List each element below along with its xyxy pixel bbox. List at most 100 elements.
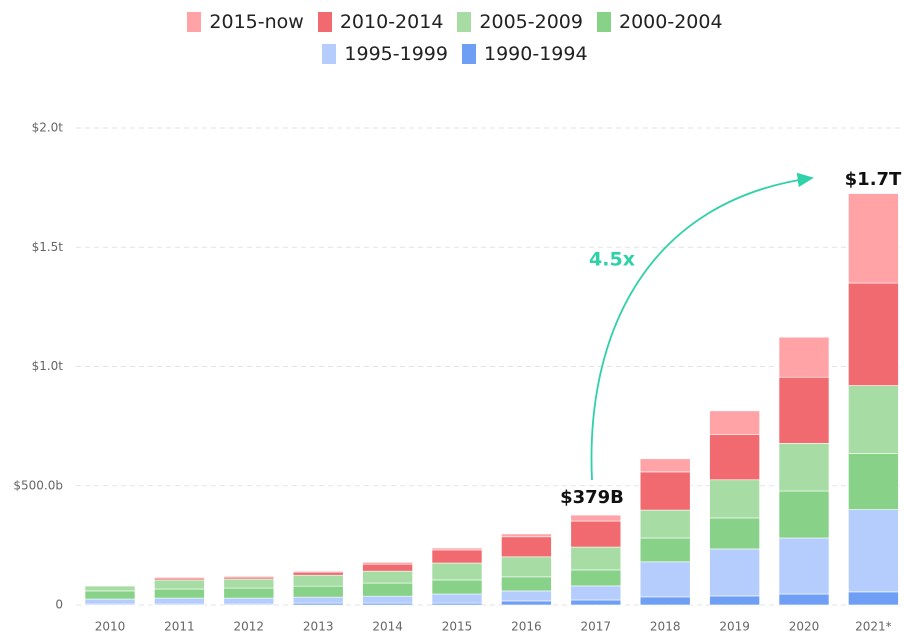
bar-segment (848, 509, 899, 593)
legend-swatch (322, 44, 337, 64)
bar-segment (570, 569, 622, 587)
x-tick-label: 2010 (95, 620, 126, 634)
bar-segment (570, 514, 622, 522)
bar-segment (778, 490, 830, 539)
x-tick-label: 2019 (719, 620, 750, 634)
x-tick-label: 2015 (442, 620, 473, 634)
bar-segment (570, 546, 622, 571)
y-tick-label: $1.0t (32, 359, 64, 373)
y-tick-label: $2.0t (32, 121, 64, 135)
bar-segment (292, 596, 344, 604)
bar-segment (709, 517, 760, 550)
x-tick-label: 2012 (234, 620, 265, 634)
legend-label: 2005-2009 (479, 11, 583, 33)
growth-arrow (590, 172, 814, 481)
bar-segment (778, 442, 830, 492)
bar-segment (848, 453, 899, 510)
x-tick-label: 2013 (303, 620, 334, 634)
bar-segment (84, 585, 136, 592)
bar-segment (154, 588, 205, 599)
y-tick-label: 0 (55, 598, 63, 612)
legend-label: 2000-2004 (619, 11, 723, 33)
bar-segment (362, 563, 413, 572)
bar-segment (362, 595, 413, 604)
bar-segment (778, 336, 830, 378)
bar-segment (848, 385, 899, 454)
bar-segment (501, 576, 552, 592)
annotation: 4.5x (589, 249, 635, 271)
bar-segment (223, 575, 275, 578)
x-tick-label: 2018 (650, 620, 681, 634)
bar-segment (639, 596, 691, 606)
bar-segment (501, 536, 552, 558)
bar-segment (292, 571, 344, 576)
bar-segment (639, 537, 691, 563)
legend-label: 2015-now (209, 11, 304, 33)
legend-swatch (462, 44, 476, 64)
bar-segment (848, 193, 899, 284)
bar-segment (501, 533, 552, 538)
legend-item: 1995-1999 (322, 38, 448, 70)
plot: 0 $500.0b $1.0t $1.5t $2.0t 2010 2011 2012 2013 2… (13, 121, 904, 634)
annotation: $379B (560, 487, 624, 508)
bar-segment (431, 593, 483, 604)
bar-segment (709, 548, 760, 597)
bar-segment (709, 434, 760, 481)
bar-segment (223, 578, 275, 589)
bar-segment (292, 574, 344, 587)
bar-segment (84, 590, 136, 600)
legend-item: 2000-2004 (597, 6, 723, 38)
bar-segment (431, 579, 483, 595)
legend-label: 1990-1994 (484, 43, 588, 65)
bar-segment (709, 595, 760, 606)
bar-segment (431, 547, 483, 551)
bar-segment (431, 549, 483, 564)
bar-segment (639, 458, 691, 473)
bar-segment (223, 597, 275, 605)
bar-segment (84, 598, 136, 605)
x-tick-label: 2016 (511, 620, 542, 634)
bar-segment (778, 537, 830, 595)
legend-label: 2010-2014 (339, 11, 444, 33)
y-tick-label: $500.0b (13, 478, 63, 492)
x-tick-label: 2014 (372, 620, 403, 634)
bar-segment (292, 570, 344, 573)
x-tick-label: 2017 (581, 620, 612, 634)
bar-segment (709, 410, 760, 436)
legend-item: 1990-1994 (462, 38, 588, 70)
bar-segment (778, 376, 830, 444)
bar-segment (362, 562, 413, 565)
bar-segment (570, 520, 622, 548)
legend-swatch (597, 12, 611, 32)
bar-segment (570, 599, 622, 606)
bar-segment (709, 479, 760, 519)
bar-segment (501, 590, 552, 602)
bar-segment (501, 556, 552, 578)
bar-segment (154, 579, 205, 590)
y-tick-label: $1.5t (32, 240, 64, 254)
bar-segment (639, 471, 691, 511)
bar-segment (848, 591, 899, 606)
legend: 2015-now 2010-2014 2005-2009 2000-2004 1995-… (150, 6, 760, 70)
x-tick-label: 2021* (855, 620, 892, 634)
legend-label: 1995-1999 (344, 43, 448, 65)
legend-item: 2005-2009 (457, 6, 583, 38)
bar-segment (848, 282, 899, 386)
bar-segment (292, 585, 344, 598)
bar-segment (154, 576, 205, 579)
bar-segment (501, 600, 552, 606)
legend-swatch (317, 12, 332, 32)
legend-swatch (187, 12, 202, 32)
bar-segment (223, 587, 275, 599)
bar-segment (154, 597, 205, 605)
bar-segment (639, 509, 691, 539)
legend-item: 2015-now (187, 6, 304, 38)
bar-segment (570, 585, 622, 601)
legend-item: 2010-2014 (317, 6, 444, 38)
x-tick-label: 2011 (164, 620, 195, 634)
bar-segment (362, 582, 413, 597)
bar-segment (362, 570, 413, 584)
bar-segment (778, 593, 830, 606)
